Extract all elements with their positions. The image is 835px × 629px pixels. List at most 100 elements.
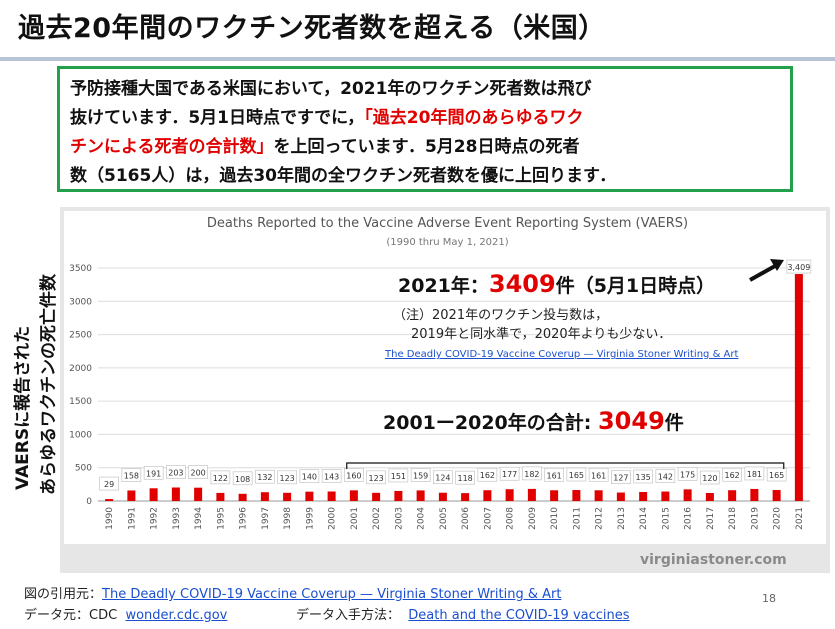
data-label-box [588, 467, 609, 482]
data-label-box [677, 467, 698, 481]
annotation-2021-value: 3409 [488, 270, 556, 298]
bar [260, 492, 269, 501]
annotation-sum-suffix: 件 [664, 412, 684, 434]
data-label: 143 [324, 472, 339, 481]
vaccine-note: （注）2021年のワクチン投与数は， 2019年と同水準で，2020年よりも少な… [393, 306, 671, 344]
bar [572, 490, 581, 501]
summary-text: を上回っています．5月28日時点の死者 [273, 137, 580, 157]
y-tick-label: 2000 [69, 364, 92, 374]
data-label-box [544, 467, 564, 482]
footer-data: データ元：CDC wonder.cdc.gov [24, 604, 227, 623]
summary-line-1: 予防接種大国である米国において，2021年のワクチン死者数は飛び [70, 75, 780, 104]
bar [349, 490, 358, 501]
annotation-sum-value: 3049 [597, 407, 665, 435]
x-tick-label: 2012 [595, 507, 605, 530]
bar [149, 488, 158, 501]
x-tick-label: 1992 [150, 507, 160, 530]
x-tick-label: 2020 [773, 507, 783, 530]
summary-box: 予防接種大国である米国において，2021年のワクチン死者数は飛び 抜けています．… [57, 66, 793, 192]
chart-title: Deaths Reported to the Vaccine Adverse E… [206, 216, 689, 231]
x-tick-label: 2008 [506, 507, 516, 530]
bar [127, 490, 136, 501]
data-label-box [633, 469, 653, 484]
footer-method-link[interactable]: Death and the COVID-19 vaccines [408, 608, 630, 623]
data-label: 181 [747, 470, 762, 479]
vaccine-note-line-1: （注）2021年のワクチン投与数は， [393, 308, 609, 323]
data-label: 191 [146, 469, 161, 478]
data-label-box [366, 470, 386, 485]
chart-background [64, 211, 826, 544]
x-tick-label: 2019 [750, 507, 760, 530]
data-label-box [410, 468, 431, 482]
annotation-arrow-shaft [749, 264, 776, 282]
bar [394, 490, 403, 501]
footer-source-link[interactable]: The Deadly COVID-19 Vaccine Coverup — Vi… [102, 587, 562, 602]
y-axis-label-line-1: VAERSに報告された [12, 326, 33, 490]
data-label-box [232, 471, 253, 486]
bar [194, 487, 203, 501]
data-label: 161 [546, 471, 561, 480]
data-label-box [655, 469, 676, 483]
x-tick-label: 2005 [439, 507, 449, 530]
summary-highlight: チンによる死者の合計数」 [70, 137, 274, 157]
x-tick-label: 1998 [283, 507, 293, 530]
bar [750, 488, 759, 501]
y-tick-label: 3500 [69, 264, 92, 274]
bar [505, 489, 514, 501]
footer-data-link[interactable]: wonder.cdc.gov [125, 608, 228, 623]
bar [683, 489, 692, 501]
bar [705, 493, 714, 501]
data-label: 124 [435, 474, 450, 483]
y-tick-label: 1500 [69, 397, 92, 407]
data-label: 162 [480, 471, 495, 480]
data-label-box [166, 465, 186, 479]
data-label: 120 [702, 474, 717, 483]
data-label: 162 [724, 471, 739, 480]
data-label-box [499, 466, 520, 481]
x-tick-label: 2001 [350, 507, 360, 530]
data-label-box [477, 467, 498, 482]
data-label: 151 [391, 472, 406, 481]
data-label: 165 [569, 471, 584, 480]
data-label: 182 [524, 470, 539, 479]
data-label: 161 [591, 471, 606, 480]
y-axis-label-line-2: あらゆるワクチンの死亡件数 [38, 273, 59, 495]
data-label: 118 [457, 474, 472, 483]
x-tick-label: 1997 [261, 507, 271, 530]
data-label-box [344, 468, 364, 482]
x-tick-label: 2000 [328, 507, 338, 530]
x-tick-label: 2007 [483, 507, 493, 530]
x-tick-label: 2015 [661, 507, 671, 530]
range-bracket [346, 462, 785, 469]
bar [616, 492, 625, 501]
data-label: 3,409 [787, 263, 810, 272]
x-tick-label: 1993 [172, 507, 182, 530]
x-tick-label: 1999 [305, 507, 315, 530]
vaccine-note-line-2: 2019年と同水準で，2020年よりも少ない． [411, 327, 672, 342]
footer-source-label: 図の引用元： [24, 587, 103, 602]
y-tick-label: 0 [86, 497, 92, 507]
bar [661, 491, 670, 501]
data-label: 165 [769, 471, 784, 480]
data-label: 123 [368, 474, 383, 483]
data-label-box [433, 470, 453, 485]
data-label: 203 [168, 468, 183, 477]
chart-watermark: virginiastoner.com [640, 552, 787, 568]
data-label: 122 [213, 474, 228, 483]
data-label-box [786, 259, 812, 274]
bar [372, 492, 381, 501]
data-label-box [455, 470, 475, 485]
y-tick-label: 2500 [69, 331, 92, 341]
y-axis-label-jp: VAERSに報告された あらゆるワクチンの死亡件数 [12, 273, 59, 495]
vaccine-note-link[interactable]: The Deadly COVID-19 Vaccine Coverup — Vi… [385, 349, 739, 360]
bar [416, 490, 425, 501]
footer-method: データ入手方法： Death and the COVID-19 vaccines [296, 604, 630, 623]
x-tick-label: 2011 [572, 507, 582, 530]
x-tick-label: 2016 [684, 507, 694, 530]
summary-text: 数（5165人）は，過去30年間の全ワクチン死者数を優に上回ります． [70, 166, 617, 186]
x-tick-label: 2004 [417, 507, 427, 530]
footer-data-label: データ元：CDC [24, 608, 118, 623]
data-label: 159 [413, 471, 428, 480]
data-label: 175 [680, 470, 695, 479]
annotation-sum-prefix: 2001ー2020年の合計: [383, 412, 598, 434]
